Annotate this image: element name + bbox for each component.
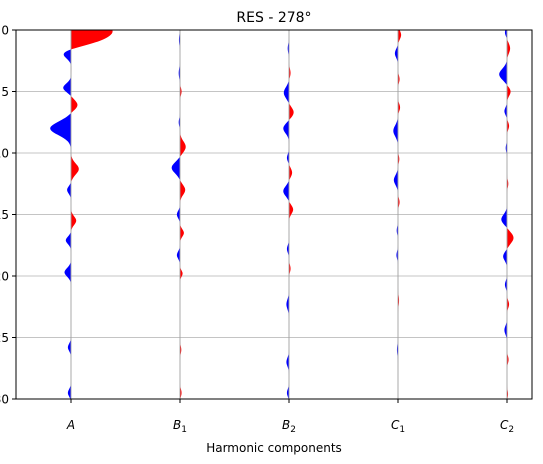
y-tick-label: 30 <box>0 393 9 407</box>
negative-fill <box>171 30 180 399</box>
trace-C1 <box>393 30 402 399</box>
negative-fill <box>283 30 289 399</box>
x-axis: A B1 B2 C1 C2 <box>66 399 514 435</box>
x-axis-label: Harmonic components <box>206 441 342 455</box>
trace-A <box>50 30 113 399</box>
y-tick-label: 10 <box>0 147 9 161</box>
negative-fill <box>50 30 71 399</box>
x-tick-label: B1 <box>173 418 187 435</box>
y-tick-label: 25 <box>0 331 9 345</box>
y-tick-label: 15 <box>0 208 9 222</box>
y-tick-label: 5 <box>1 85 9 99</box>
y-tick-label: 0 <box>1 24 9 38</box>
trace-B1 <box>171 30 186 399</box>
x-tick-label: C1 <box>391 418 405 435</box>
trace-C2 <box>499 30 514 399</box>
x-tick-label: C2 <box>500 418 514 435</box>
grid-lines <box>16 91 532 338</box>
harmonic-traces <box>50 30 514 399</box>
positive-fill <box>507 30 514 399</box>
x-tick-label: A <box>66 418 75 432</box>
negative-fill <box>499 30 507 399</box>
trace-B2 <box>283 30 294 399</box>
y-tick-label: 20 <box>0 270 9 284</box>
negative-fill <box>393 30 398 399</box>
x-tick-label: B2 <box>282 418 296 435</box>
chart-title: RES - 278° <box>236 10 311 26</box>
positive-fill <box>289 30 294 399</box>
y-axis: 0 5 10 15 20 25 30 <box>0 24 16 407</box>
